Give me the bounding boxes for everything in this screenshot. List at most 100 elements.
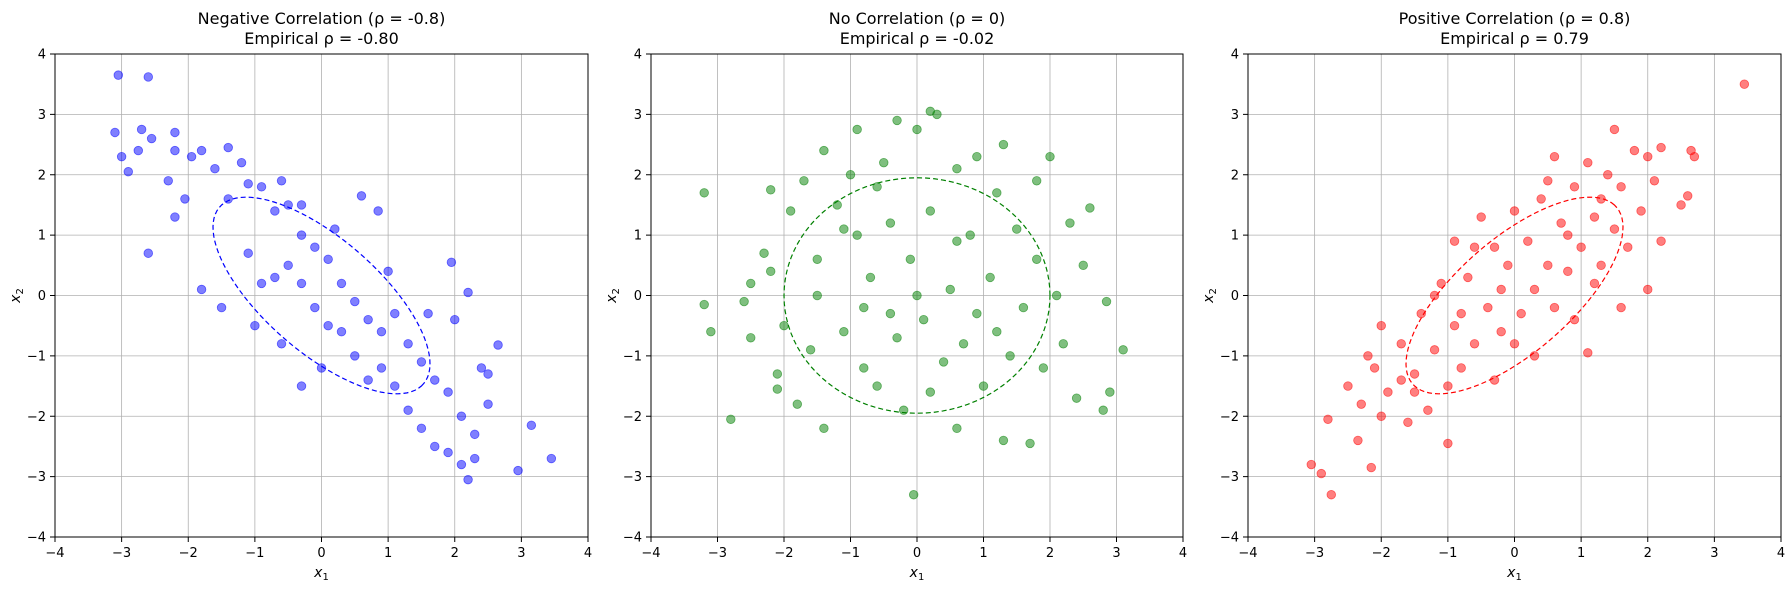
x-tick-label: 4 — [1777, 546, 1785, 561]
data-point — [852, 230, 862, 240]
data-point — [1576, 242, 1586, 252]
chart-title: No Correlation (ρ = 0) — [829, 9, 1006, 28]
data-point — [1616, 182, 1626, 192]
data-point — [1549, 302, 1560, 313]
data-point — [310, 242, 320, 252]
data-point — [985, 272, 995, 283]
x-tick-label: −3 — [1305, 546, 1324, 561]
correlation-ellipse — [1405, 196, 1624, 395]
data-point — [470, 429, 480, 440]
chart-title: Negative Correlation (ρ = -0.8) — [198, 9, 446, 28]
data-point — [746, 333, 756, 343]
data-point — [872, 182, 882, 192]
x-tick-label: 4 — [1179, 546, 1187, 561]
data-point — [766, 185, 776, 195]
correlation-ellipse — [212, 196, 431, 395]
data-point — [992, 188, 1002, 198]
chart-panel-3: −4 −3 −2 −1 0 1 2 3 4 −4 −3 −2 −1 0 1 2 3 4 Positive Corre… — [1201, 9, 1785, 583]
data-point — [1436, 278, 1446, 289]
data-point — [925, 206, 936, 216]
y-tick-label: −4 — [27, 531, 46, 546]
x-tick-label: 2 — [451, 546, 459, 561]
data-point — [256, 278, 267, 289]
chart-subtitle: Empirical ρ = -0.02 — [840, 29, 995, 48]
data-point — [143, 248, 153, 258]
data-point — [376, 363, 387, 373]
y-axis-label-subscript: 2 — [15, 288, 26, 294]
data-point — [1085, 203, 1095, 213]
data-point — [390, 308, 400, 319]
x-tick-label: 4 — [584, 546, 592, 561]
data-point — [276, 339, 287, 349]
data-point — [1516, 308, 1526, 319]
data-point — [1058, 339, 1069, 349]
data-point — [416, 357, 427, 367]
data-point — [812, 290, 822, 301]
data-point — [296, 230, 307, 240]
data-point — [892, 333, 902, 343]
data-point — [216, 302, 227, 313]
x-tick-label: 2 — [1644, 546, 1652, 561]
data-point — [450, 314, 460, 325]
data-point — [223, 194, 233, 204]
chart-panel-2: −4 −3 −2 −1 0 1 2 3 4 −4 −3 −2 −1 0 1 2 3 4 No Correlation… — [604, 9, 1187, 583]
data-point — [1409, 387, 1420, 397]
data-point — [123, 167, 133, 177]
data-point — [270, 272, 280, 283]
data-point — [186, 151, 197, 162]
data-point — [243, 248, 253, 258]
data-point — [1456, 363, 1466, 373]
data-point — [1031, 176, 1042, 186]
data-point — [885, 308, 896, 319]
y-tick-label: 3 — [634, 108, 642, 123]
data-point — [180, 194, 190, 204]
x-tick-label: −4 — [1238, 546, 1257, 561]
data-point — [1449, 236, 1460, 246]
data-point — [1403, 417, 1413, 427]
data-point — [350, 351, 360, 361]
data-point — [250, 320, 260, 331]
data-point — [945, 284, 955, 295]
y-tick-label: 2 — [38, 168, 46, 183]
data-point — [859, 363, 869, 373]
data-point — [1383, 387, 1393, 397]
data-point — [932, 109, 942, 120]
data-point — [1623, 242, 1633, 252]
y-tick-label: −3 — [27, 470, 46, 485]
data-point — [812, 254, 822, 264]
x-tick-label: 0 — [913, 546, 921, 561]
data-point — [799, 176, 809, 186]
data-point — [872, 381, 882, 391]
data-point — [1101, 296, 1112, 307]
data-point — [146, 133, 157, 144]
x-tick-label: 3 — [517, 546, 525, 561]
data-point — [383, 266, 393, 277]
data-point — [456, 411, 467, 421]
data-point — [323, 320, 333, 331]
chart-subtitle: Empirical ρ = -0.80 — [244, 29, 399, 48]
data-point — [1429, 290, 1440, 301]
correlation-ellipse — [783, 177, 1051, 414]
data-point — [1038, 363, 1049, 373]
data-point — [726, 414, 736, 424]
data-point — [706, 327, 716, 337]
data-point — [1739, 79, 1750, 89]
data-point — [779, 320, 789, 331]
y-tick-label: −3 — [1220, 470, 1239, 485]
data-point — [1105, 387, 1115, 397]
data-point — [170, 145, 180, 156]
data-point — [1596, 194, 1606, 204]
data-point — [356, 191, 367, 201]
x-tick-label: −2 — [774, 546, 793, 561]
data-point — [912, 124, 922, 135]
data-point — [912, 290, 922, 301]
scatter-points — [1306, 79, 1750, 500]
data-point — [443, 447, 453, 458]
data-point — [1496, 284, 1506, 295]
data-point — [323, 254, 333, 264]
data-point — [423, 308, 433, 319]
x-tick-label: 1 — [384, 546, 392, 561]
data-point — [859, 302, 869, 313]
data-point — [546, 453, 557, 464]
data-point — [430, 375, 440, 385]
